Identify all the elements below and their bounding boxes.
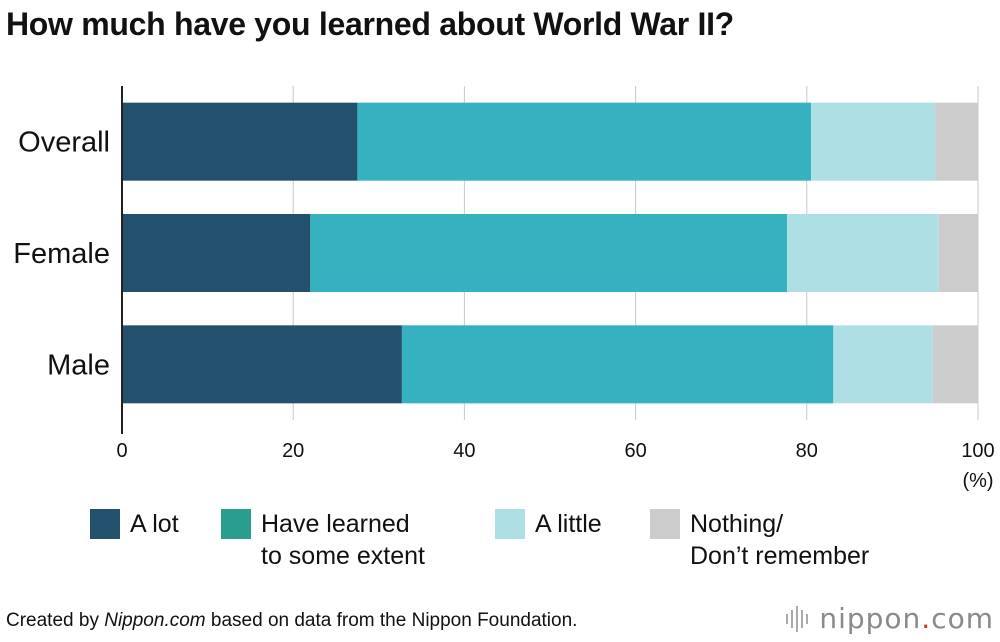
x-tick-labels: 0 20 40 60 80 100: [116, 440, 994, 462]
source-footer: Created by Nippon.com based on data from…: [6, 610, 577, 632]
bar-segment: [811, 102, 936, 181]
bars: [122, 102, 978, 404]
x-tick-label: 60: [624, 440, 646, 462]
legend-swatch: [90, 509, 120, 539]
legend-item-nothing: Nothing/ Don’t remember: [650, 508, 869, 572]
bar-segment: [310, 214, 788, 292]
legend-label: Nothing/ Don’t remember: [690, 510, 870, 570]
bar-segment: [932, 325, 978, 404]
legend-label: Have learned to some extent: [261, 510, 425, 570]
footer-prefix: Created by: [6, 610, 105, 631]
logo-tld: com: [931, 602, 994, 635]
x-tick-label: 80: [796, 440, 818, 462]
bar-segment: [122, 214, 311, 292]
legend-label: A little: [535, 510, 602, 538]
bar-segment: [401, 325, 834, 404]
category-label: Overall: [18, 127, 110, 159]
bar-segment: [938, 214, 978, 292]
logo-dot: .: [921, 602, 932, 635]
category-label: Male: [47, 349, 110, 381]
logo-mark-icon: [786, 605, 811, 632]
footer-suffix: based on data from the Nippon Foundation…: [205, 610, 578, 631]
x-tick-label: 20: [282, 440, 304, 462]
stacked-bar-chart: Overall Female Male 0 20 40 60 80 100 (%): [13, 86, 995, 492]
footer-source-name: Nippon.com: [104, 610, 206, 631]
bar-segment: [357, 102, 812, 181]
x-tick-label: 100: [961, 440, 994, 462]
bar-segment: [787, 214, 939, 292]
x-tick-label: 0: [116, 440, 127, 462]
legend-label: A lot: [130, 510, 179, 538]
bar-segment: [122, 102, 358, 181]
nippon-logo: nippon. com: [786, 602, 994, 635]
logo-name: nippon: [819, 602, 922, 635]
category-label: Female: [13, 238, 110, 270]
category-labels: Overall Female Male: [13, 127, 110, 382]
bar-segment: [833, 325, 933, 404]
legend-item-have-learned: Have learned to some extent: [221, 508, 425, 572]
legend-swatch: [221, 509, 251, 539]
bar-segment: [122, 325, 402, 404]
legend-item-a-little: A little: [495, 508, 602, 540]
legend-swatch: [650, 509, 680, 539]
x-tick-label: 40: [453, 440, 475, 462]
legend-swatch: [495, 509, 525, 539]
legend-item-a-lot: A lot: [90, 508, 179, 540]
x-unit-label: (%): [962, 470, 993, 492]
chart-title: How much have you learned about World Wa…: [6, 6, 734, 42]
bar-segment: [935, 102, 978, 181]
